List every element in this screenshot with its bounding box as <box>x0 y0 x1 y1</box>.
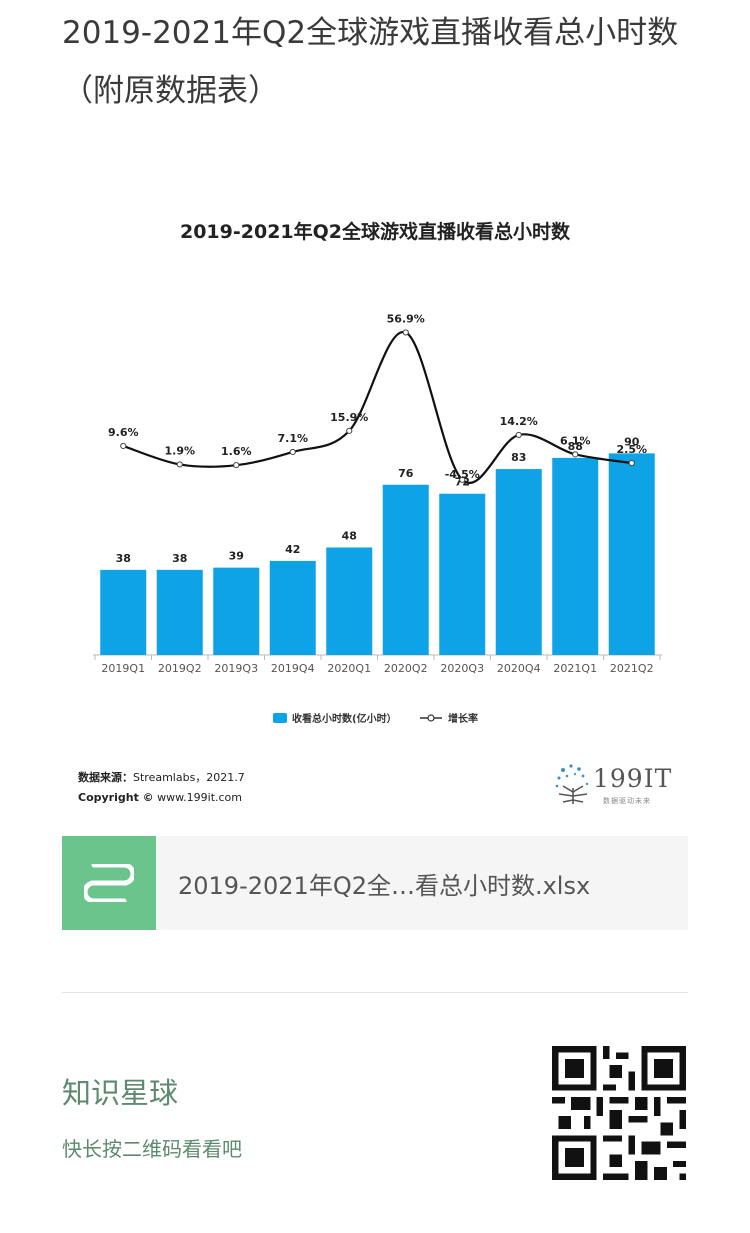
chart-container: 2019-2021年Q2全球游戏直播收看总小时数 38 2019Q1 38 2019Q… <box>60 205 700 825</box>
growth-point-2019Q2 <box>176 461 183 468</box>
growth-point-2021Q2 <box>628 459 635 467</box>
attachment-card[interactable]: 2019-2021年Q2全…看总小时数.xlsx <box>62 836 688 930</box>
legend-line-label: 增长率 <box>448 712 478 725</box>
copyright-label: Copyright © <box>78 791 154 804</box>
bar-label-2021Q1: 88 <box>568 440 583 453</box>
bar-label-2020Q4: 83 <box>511 451 526 464</box>
source-block: 数据来源：Streamlabs，2021.7 Copyright © www.1… <box>78 768 245 808</box>
growth-label-2020Q3: -4.5% <box>445 468 480 481</box>
growth-point-2020Q1 <box>346 427 353 434</box>
bar-label-2019Q1: 38 <box>116 552 131 565</box>
growth-point-2020Q4 <box>515 431 522 439</box>
bar-2020Q3 <box>439 493 486 655</box>
bar-label-2019Q4: 42 <box>285 543 300 556</box>
growth-label-2019Q1: 9.6% <box>108 426 139 439</box>
growth-label-2021Q1: 6.1% <box>560 434 591 447</box>
growth-label-2020Q2: 56.9% <box>387 312 425 325</box>
growth-label-2021Q2: 2.5% <box>616 443 647 456</box>
source-label: 数据来源： <box>78 771 133 784</box>
footer-subtitle: 快长按二维码看看吧 <box>62 1137 242 1161</box>
x-tick-label-2019Q1: 2019Q1 <box>101 662 145 675</box>
bar-2021Q2 <box>608 453 655 655</box>
bar-2020Q2 <box>382 484 429 655</box>
growth-label-2019Q3: 1.6% <box>221 445 252 458</box>
x-tick-label-2020Q1: 2020Q1 <box>327 662 371 675</box>
x-tick-label-2020Q2: 2020Q2 <box>384 662 428 675</box>
growth-point-2021Q1 <box>572 451 579 458</box>
logo-subtitle: 数据驱动未来 <box>603 797 651 805</box>
growth-point-2019Q3 <box>233 462 240 469</box>
bar-2020Q1 <box>326 547 373 655</box>
bar-2021Q1 <box>552 457 599 655</box>
legend-bar-swatch <box>273 713 287 723</box>
bar-2019Q1 <box>100 569 147 655</box>
chart-title: 2019-2021年Q2全球游戏直播收看总小时数 <box>179 221 571 243</box>
bar-label-2020Q1: 48 <box>342 529 357 542</box>
logo-199it: 199IT 数据驱动未来 <box>553 762 693 812</box>
bar-2019Q2 <box>156 569 203 655</box>
growth-point-2019Q4 <box>289 448 296 456</box>
growth-label-2019Q4: 7.1% <box>277 432 308 445</box>
page-title: 2019-2021年Q2全球游戏直播收看总小时数（附原数据表） <box>62 15 679 109</box>
x-tick-label-2021Q1: 2021Q1 <box>553 662 597 675</box>
legend-bar-label: 收看总小时数(亿小时） <box>292 712 397 725</box>
x-tick-label-2019Q4: 2019Q4 <box>271 662 315 675</box>
bar-label-2021Q2: 90 <box>624 435 640 448</box>
growth-point-2019Q1 <box>120 442 127 450</box>
spreadsheet-icon <box>62 836 156 930</box>
x-tick-label-2019Q2: 2019Q2 <box>158 662 202 675</box>
dandelion-icon <box>555 764 589 804</box>
bar-label-2019Q3: 39 <box>229 550 244 563</box>
logo-text: 199IT <box>593 764 673 793</box>
divider <box>62 992 688 993</box>
growth-point-2020Q2 <box>402 329 409 336</box>
source-value: Streamlabs，2021.7 <box>133 771 245 784</box>
attachment-file-name[interactable]: 2019-2021年Q2全…看总小时数.xlsx <box>178 872 591 900</box>
growth-label-2019Q2: 1.9% <box>164 444 195 457</box>
legend-line-marker <box>427 714 435 722</box>
copyright-value: www.199it.com <box>157 791 243 804</box>
bar-label-2020Q2: 76 <box>398 467 414 480</box>
x-tick-label-2020Q3: 2020Q3 <box>440 662 484 675</box>
x-tick-label-2019Q3: 2019Q3 <box>214 662 258 675</box>
footer-title: 知识星球 <box>62 1076 179 1110</box>
bar-label-2019Q2: 38 <box>172 552 187 565</box>
chart-svg: 38 2019Q1 38 2019Q2 39 2019Q3 42 2019Q4 48 2020Q1… <box>93 312 662 725</box>
x-tick-label-2020Q4: 2020Q4 <box>497 662 541 675</box>
x-tick-label-2021Q2: 2021Q2 <box>610 662 654 675</box>
bar-2019Q4 <box>269 560 316 655</box>
growth-label-2020Q1: 15.9% <box>330 411 368 424</box>
growth-point-2020Q3 <box>459 476 466 483</box>
bar-2019Q3 <box>213 567 260 655</box>
growth-label-2020Q4: 14.2% <box>500 415 538 428</box>
bar-2020Q4 <box>495 469 542 655</box>
growth-rate-line <box>122 331 632 484</box>
qr-code-icon[interactable] <box>552 1046 686 1180</box>
